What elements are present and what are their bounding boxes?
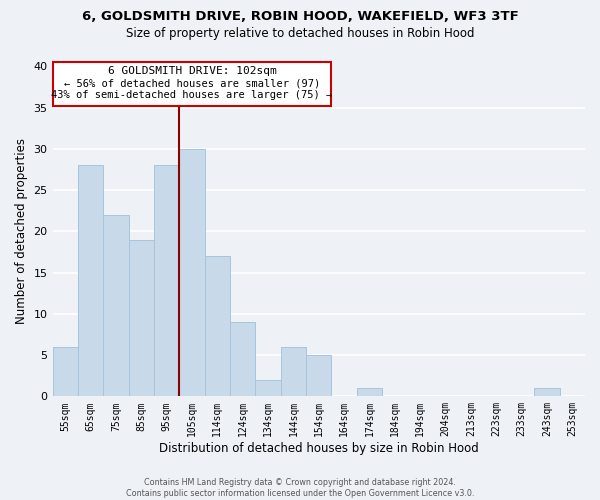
Bar	[357, 388, 382, 396]
Text: ← 56% of detached houses are smaller (97): ← 56% of detached houses are smaller (97…	[64, 79, 320, 89]
Bar	[256, 380, 281, 396]
X-axis label: Distribution of detached houses by size in Robin Hood: Distribution of detached houses by size …	[159, 442, 479, 455]
Y-axis label: Number of detached properties: Number of detached properties	[15, 138, 28, 324]
Bar	[205, 256, 230, 396]
Bar	[78, 166, 103, 396]
Bar	[154, 166, 179, 396]
Text: 43% of semi-detached houses are larger (75) →: 43% of semi-detached houses are larger (…	[52, 90, 332, 101]
Text: 6, GOLDSMITH DRIVE, ROBIN HOOD, WAKEFIELD, WF3 3TF: 6, GOLDSMITH DRIVE, ROBIN HOOD, WAKEFIEL…	[82, 10, 518, 23]
FancyBboxPatch shape	[53, 62, 331, 106]
Bar	[103, 215, 128, 396]
Bar	[281, 347, 306, 397]
Bar	[230, 322, 256, 396]
Bar	[306, 355, 331, 397]
Text: Contains HM Land Registry data © Crown copyright and database right 2024.
Contai: Contains HM Land Registry data © Crown c…	[126, 478, 474, 498]
Text: 6 GOLDSMITH DRIVE: 102sqm: 6 GOLDSMITH DRIVE: 102sqm	[107, 66, 277, 76]
Bar	[179, 149, 205, 396]
Text: Size of property relative to detached houses in Robin Hood: Size of property relative to detached ho…	[126, 28, 474, 40]
Bar	[53, 347, 78, 397]
Bar	[534, 388, 560, 396]
Bar	[128, 240, 154, 396]
